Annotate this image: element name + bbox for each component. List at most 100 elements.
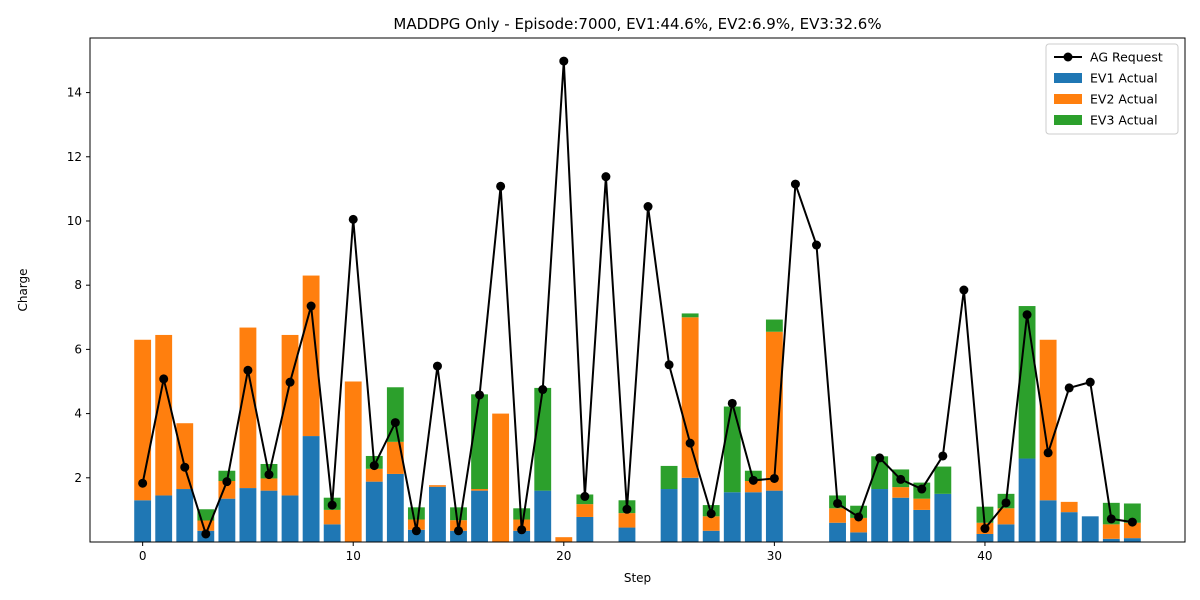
legend-label: EV3 Actual: [1090, 113, 1158, 128]
ag-request-point-step-27: [706, 509, 716, 519]
bar-ev1-step-0: [134, 500, 152, 542]
ag-request-point-step-9: [327, 500, 337, 510]
bar-ev2-step-8: [302, 275, 320, 437]
legend-box: [1045, 43, 1179, 135]
ag-request-point-step-7: [285, 377, 295, 387]
bar-ev1-step-11: [365, 481, 383, 542]
ag-request-point-step-35: [875, 453, 885, 463]
bar-ev2-step-27: [702, 516, 720, 531]
ag-request-point-step-42: [1022, 310, 1032, 320]
legend-bar-swatch: [1054, 73, 1082, 83]
bar-ev1-step-29: [744, 492, 762, 542]
bar-ev2-step-37: [913, 498, 931, 510]
ag-request-point-step-32: [811, 240, 821, 250]
ag-request-point-step-28: [727, 398, 737, 408]
ag-request-point-step-40: [980, 524, 990, 534]
bar-ev1-step-44: [1060, 512, 1078, 542]
bar-ev2-step-20: [555, 537, 573, 542]
bar-ev2-step-6: [260, 478, 278, 491]
ag-request-point-step-17: [496, 181, 506, 191]
bar-ev3-step-47: [1123, 503, 1141, 523]
bar-ev1-step-25: [660, 489, 678, 542]
bar-ev2-step-30: [765, 331, 783, 491]
ag-request-point-step-22: [601, 172, 611, 182]
bar-ev2-step-0: [134, 339, 152, 501]
bar-ev2-step-5: [239, 327, 257, 489]
bar-ev3-step-3: [197, 509, 215, 521]
legend-marker-swatch: [1063, 52, 1073, 62]
ag-request-point-step-12: [390, 418, 400, 428]
bars-layer: [134, 275, 1141, 542]
ag-request-point-step-8: [306, 301, 316, 311]
bar-ev3-step-28: [723, 406, 741, 493]
ag-request-point-step-0: [138, 478, 148, 488]
ag-request-point-step-13: [411, 526, 421, 536]
bar-ev1-step-16: [471, 490, 488, 542]
ag-request-point-step-19: [538, 385, 548, 395]
ag-request-point-step-6: [264, 470, 274, 480]
ag-request-point-step-45: [1085, 377, 1095, 387]
y-tick-label: 8: [74, 278, 82, 292]
ag-request-point-step-24: [643, 202, 653, 212]
bar-ev2-step-2: [176, 423, 194, 490]
ag-request-point-step-33: [833, 498, 843, 508]
bar-ev1-step-35: [871, 489, 889, 542]
ag-request-line: [141, 60, 1133, 535]
bar-ev2-step-29: [744, 481, 762, 493]
bar-ev3-step-38: [934, 466, 952, 494]
x-axis: 0 10 20 30 40: [139, 542, 993, 563]
ag-request-point-step-21: [580, 491, 590, 501]
bar-ev2-step-3: [197, 520, 215, 531]
ag-request-point-step-16: [475, 390, 485, 400]
bar-ev1-step-4: [218, 498, 236, 542]
bar-ev3-step-12: [386, 387, 404, 442]
chart-title: MADDPG Only - Episode:7000, EV1:44.6%, E…: [393, 15, 881, 33]
bar-ev1-step-7: [281, 495, 299, 542]
bar-ev2-step-43: [1039, 339, 1057, 501]
bar-ev2-step-47: [1123, 522, 1141, 539]
bar-ev1-step-26: [681, 477, 699, 542]
bar-ev1-step-12: [386, 473, 404, 542]
ag-request-point-step-23: [622, 504, 632, 514]
bar-ev1-step-15: [450, 530, 467, 542]
legend-label: AG Request: [1090, 50, 1163, 65]
bar-ev1-step-38: [934, 493, 952, 542]
bar-ev2-step-21: [576, 504, 594, 517]
bar-ev3-step-19: [534, 387, 552, 491]
bar-ev1-step-19: [534, 490, 552, 542]
bar-ev2-step-46: [1102, 524, 1120, 539]
bar-ev1-step-33: [829, 522, 846, 542]
bar-ev1-step-5: [239, 488, 257, 542]
y-tick-label: 10: [67, 214, 82, 228]
legend: AG Request EV1 Actual EV2 Actual EV3 Actual: [1045, 43, 1179, 135]
y-tick-label: 6: [74, 342, 82, 356]
bar-ev1-step-40: [976, 533, 994, 542]
x-tick-label: 10: [346, 549, 361, 563]
ag-request-point-step-44: [1064, 383, 1074, 393]
bar-ev1-step-2: [176, 489, 194, 542]
bar-ev3-step-42: [1018, 306, 1036, 459]
ag-request-point-step-31: [790, 179, 800, 189]
bar-ev2-step-41: [997, 508, 1015, 525]
bar-ev2-step-9: [323, 509, 341, 525]
bar-ev1-step-47: [1123, 538, 1141, 542]
y-axis-label: Charge: [16, 268, 30, 311]
bar-ev3-step-13: [407, 507, 425, 520]
bar-ev1-step-30: [765, 490, 783, 542]
bar-ev1-step-21: [576, 516, 594, 542]
bar-ev1-step-18: [513, 530, 531, 542]
legend-label: EV2 Actual: [1090, 92, 1158, 107]
ag-request-point-step-18: [517, 525, 527, 535]
request-line-layer: [138, 56, 1137, 539]
ag-request-point-step-46: [1106, 514, 1116, 524]
ag-request-point-step-47: [1127, 517, 1137, 527]
ag-request-point-step-11: [369, 461, 379, 471]
bar-ev1-step-45: [1081, 516, 1099, 542]
ag-request-point-step-10: [348, 214, 358, 224]
bar-ev2-step-11: [365, 468, 383, 482]
bar-ev2-step-16: [471, 489, 488, 491]
y-axis: 2 4 6 8 10 12 14: [67, 86, 90, 485]
ag-request-point-step-38: [938, 451, 948, 461]
bar-ev2-step-1: [155, 334, 173, 496]
